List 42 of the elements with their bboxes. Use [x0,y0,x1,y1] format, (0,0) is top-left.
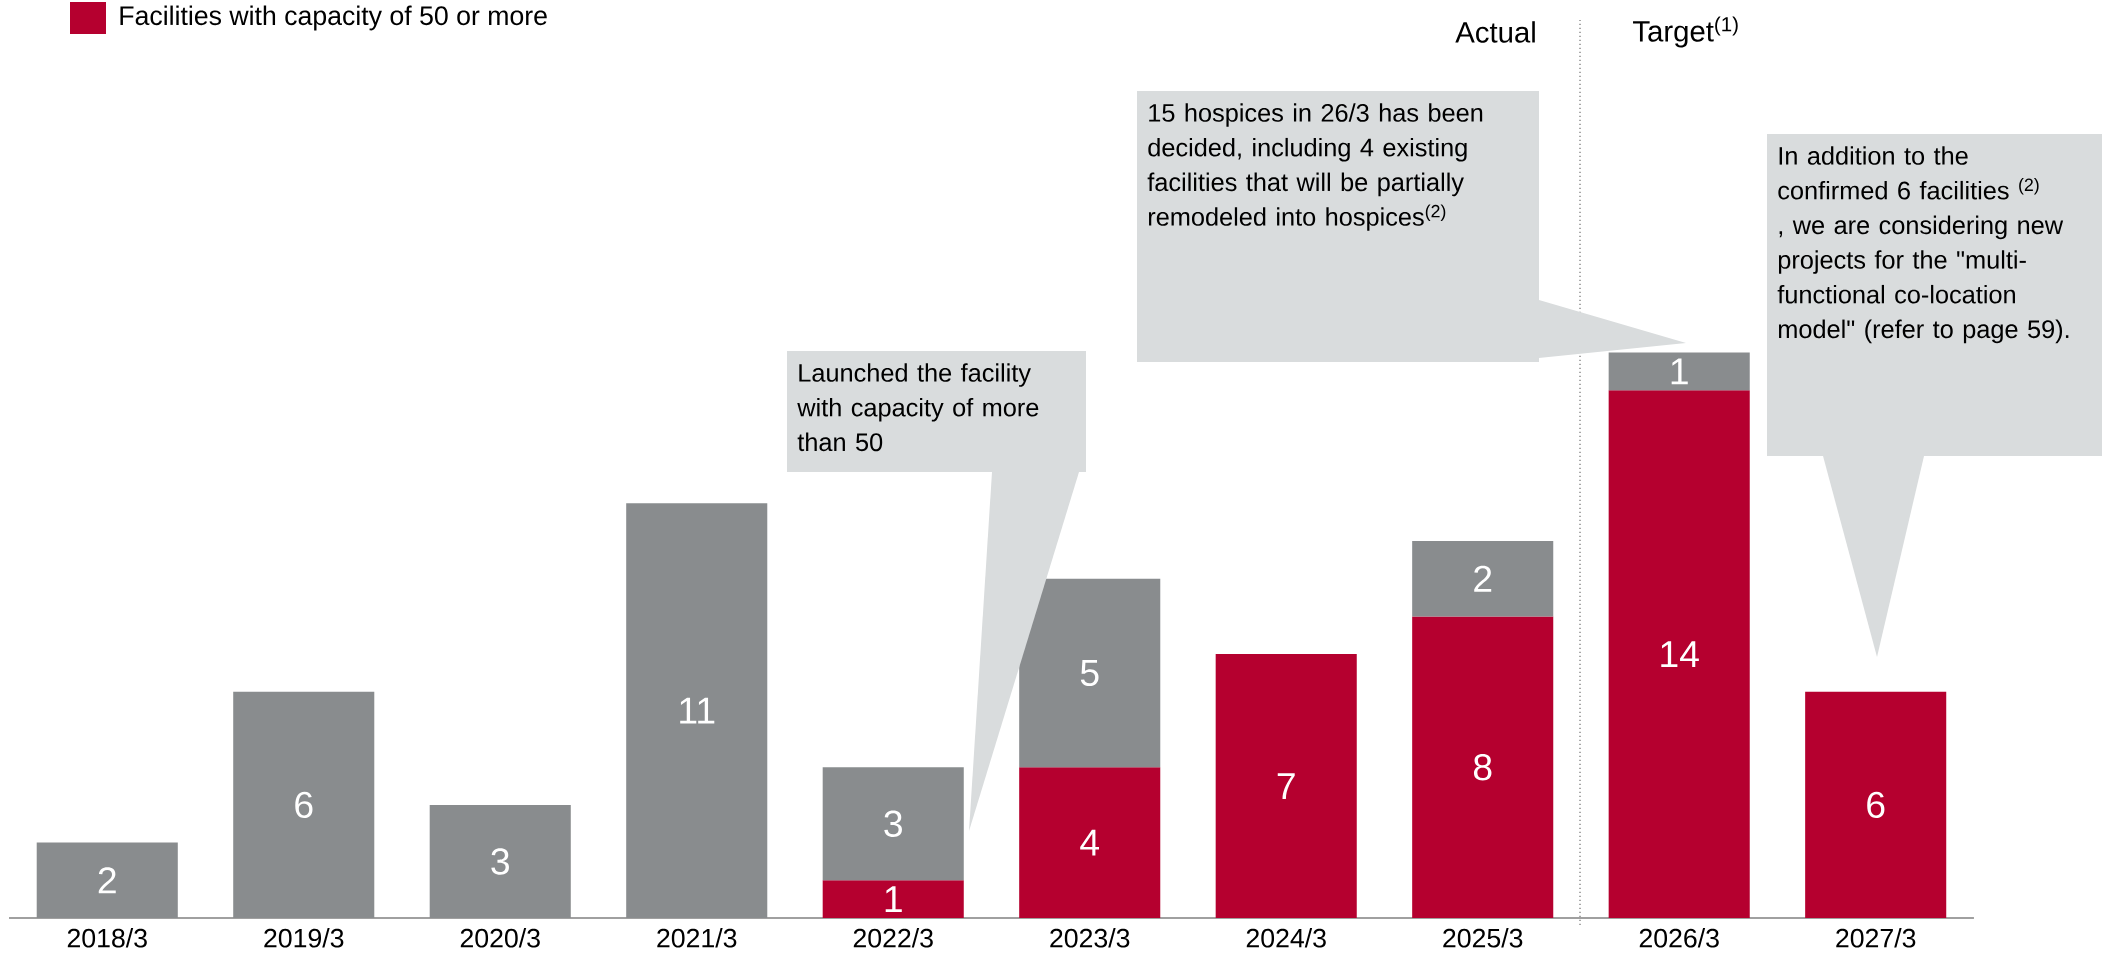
x-tick-label: 2023/3 [1050,928,1130,948]
bar [1412,540,1554,617]
x-tick-label: 2027/3 [1836,928,1916,948]
x-tick-label: 2021/3 [657,928,737,948]
data-label: 6 [1867,791,1885,819]
text: Target$^{(1)}$ [1633,16,1738,48]
text: 15 hospices in 26/3 has been decided, including 4 existing facilities that will be partially remodeled into hospices$^{(2)}$ [1147,103,1483,231]
data-label: 6 [295,791,313,819]
bar [1019,767,1161,918]
x-tick-label: 2026/3 [1639,928,1719,948]
data-label: 3 [884,810,902,837]
data-label: 2 [1474,565,1492,592]
data-label: 11 [680,697,715,724]
data-label: 2 [98,867,116,894]
bar [626,503,768,918]
text: Actual [1455,21,1535,43]
bar [822,767,964,881]
bar [36,842,178,918]
data-label: 14 [1661,641,1699,667]
bar [429,804,571,918]
x-tick-label: 2018/3 [67,928,147,948]
data-label: 1 [885,886,902,912]
bar [1215,654,1357,918]
annotation: Launched the facility with capacity of more than 50 [797,363,1039,452]
data-label: 3 [491,848,509,875]
bar [1412,616,1554,918]
text: In addition to the confirmed 6 facilities $^{(2)}$ , we are considering new projects for the "multi-functional co-location model" (refer to page 59). [1777,146,2069,344]
x-tick-label: 2019/3 [264,928,344,948]
data-label: 1 [1671,358,1688,385]
bar [1608,390,1750,918]
bar [822,880,964,918]
data-label: 5 [1080,659,1099,686]
data-label: 8 [1473,753,1492,781]
bar [233,691,375,918]
data-label: 4 [1080,829,1099,856]
legend-label: Facilities with capacity of 50 or more [120,5,547,31]
x-tick-label: 2024/3 [1246,928,1326,948]
x-tick-label: 2025/3 [1443,928,1523,948]
x-tick-label: 2020/3 [460,928,540,948]
data-label: 7 [1277,773,1295,799]
x-tick-label: 2022/3 [853,928,933,948]
bar [1805,691,1947,918]
